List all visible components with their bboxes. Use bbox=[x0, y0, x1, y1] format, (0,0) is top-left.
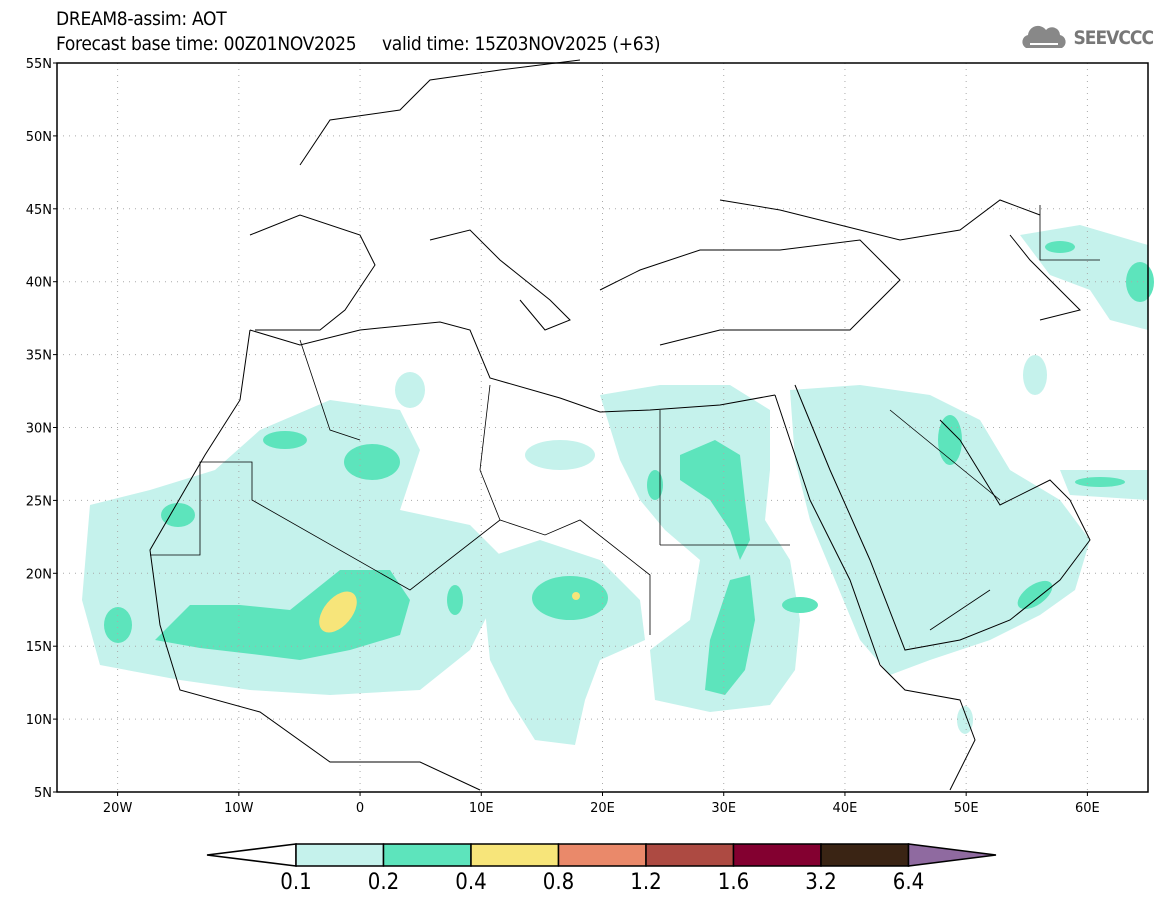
lat-label: 45N bbox=[26, 203, 52, 218]
colorbar-segment bbox=[820, 843, 910, 867]
base-time: Forecast base time: 00Z01NOV2025 bbox=[56, 33, 357, 55]
logo-text: SEEVCCC bbox=[1073, 27, 1154, 49]
colorbar-low-arrow bbox=[206, 843, 297, 867]
colorbar-label: 1.6 bbox=[717, 870, 750, 895]
lon-label: 30E bbox=[711, 801, 736, 816]
valid-time: valid time: 15Z03NOV2025 (+63) bbox=[381, 33, 661, 55]
colorbar-label: 1.2 bbox=[630, 870, 662, 895]
aot-region-arabia bbox=[790, 385, 1090, 675]
lat-label: 25N bbox=[26, 494, 52, 509]
map-title: DREAM8-assim: AOT bbox=[56, 8, 227, 30]
lon-label: 20E bbox=[590, 801, 615, 816]
lon-label: 10E bbox=[469, 801, 494, 816]
seevccc-logo: SEEVCCC bbox=[1018, 24, 1154, 52]
coastlines bbox=[149, 59, 1091, 791]
lon-label: 0 bbox=[356, 801, 364, 816]
aot-region-sudan-band bbox=[705, 575, 755, 695]
colorbar-label: 0.8 bbox=[542, 870, 575, 895]
lon-label: 50E bbox=[954, 801, 979, 816]
aot-region-egypt-band bbox=[680, 440, 750, 560]
lat-label: 20N bbox=[26, 567, 52, 582]
lat-label: 55N bbox=[26, 57, 52, 72]
country-borders bbox=[150, 205, 1100, 635]
colorbar-segment bbox=[382, 843, 472, 867]
colorbar-segment bbox=[470, 843, 560, 867]
lat-label: 50N bbox=[26, 130, 52, 145]
aot-max-mali bbox=[319, 591, 357, 633]
colorbar-segment bbox=[295, 843, 385, 867]
colorbar-label: 0.1 bbox=[280, 870, 312, 895]
lon-label: 20W bbox=[103, 801, 133, 816]
aot-field bbox=[82, 225, 1154, 745]
cloud-icon bbox=[1022, 25, 1067, 48]
colorbar-segment bbox=[645, 843, 735, 867]
colorbar-label: 0.4 bbox=[455, 870, 487, 895]
lat-label: 35N bbox=[26, 349, 52, 364]
colorbar-segment bbox=[557, 843, 647, 867]
lat-label: 15N bbox=[26, 640, 52, 655]
lat-label: 40N bbox=[26, 276, 52, 291]
colorbar-high-arrow bbox=[907, 843, 997, 867]
lon-label: 40E bbox=[833, 801, 858, 816]
colorbar-label: 6.4 bbox=[892, 870, 925, 895]
colorbar-segment bbox=[732, 843, 822, 867]
lat-label: 5N bbox=[34, 786, 52, 801]
colorbar-label: 3.2 bbox=[805, 870, 837, 895]
lon-label: 60E bbox=[1075, 801, 1100, 816]
time-line: Forecast base time: 00Z01NOV2025 valid t… bbox=[56, 33, 661, 55]
aot-region-chad bbox=[480, 540, 645, 745]
lat-label: 10N bbox=[26, 713, 52, 728]
colorbar bbox=[206, 843, 997, 867]
axis-ticks: 55N 50N 45N 40N 35N 30N 25N 20N 15N 10N 5N 20W 10W 0 1… bbox=[26, 57, 1100, 816]
aot-region-egypt-sudan bbox=[600, 385, 800, 712]
lon-label: 10W bbox=[224, 801, 254, 816]
lat-label: 30N bbox=[26, 422, 52, 437]
colorbar-label: 0.2 bbox=[367, 870, 400, 895]
